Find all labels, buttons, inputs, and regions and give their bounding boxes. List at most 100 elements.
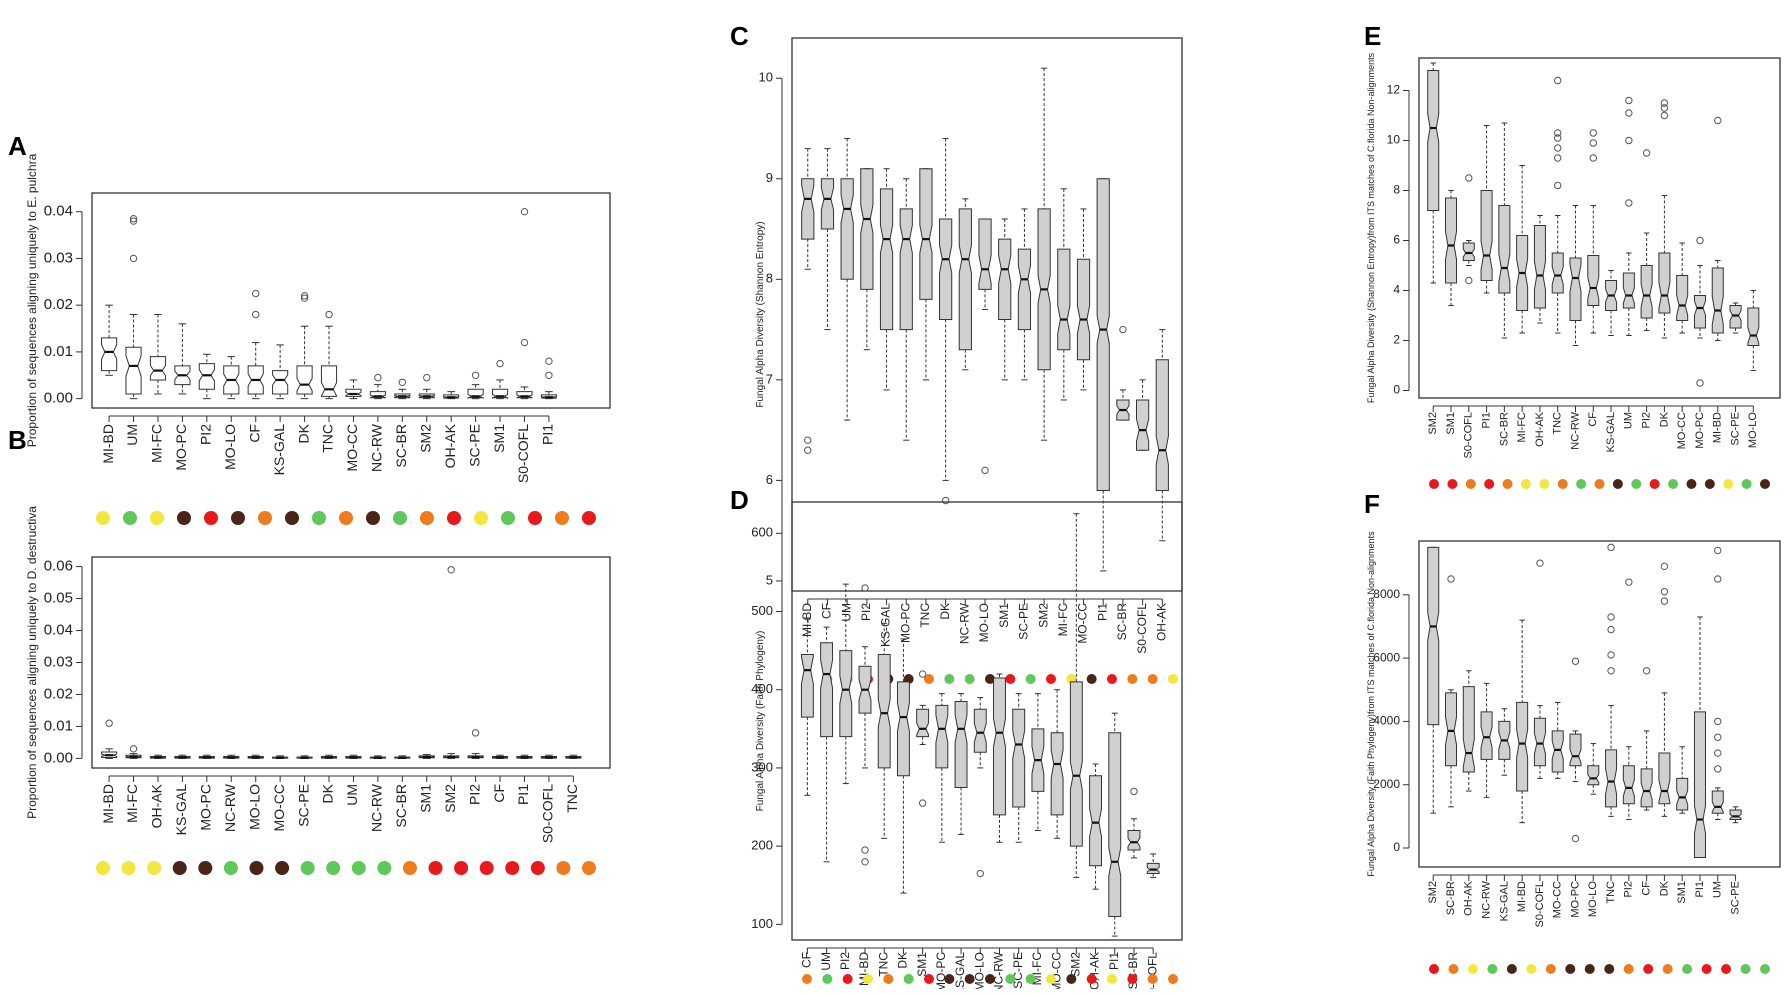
region-dot-brown [944, 974, 955, 984]
outlier-point [252, 310, 260, 319]
box-body [978, 218, 992, 290]
box-ks-gal [1605, 270, 1618, 336]
x-category-label: NC-RW [958, 602, 972, 644]
region-dot-yellow [1467, 964, 1478, 974]
x-category-label: KS-GAL [1605, 412, 1617, 452]
box-pi2 [198, 353, 215, 400]
outlier-point [981, 466, 989, 475]
box-pi2 [1622, 578, 1635, 821]
box-body [1427, 70, 1440, 211]
x-category-label: PI2 [859, 603, 873, 621]
box-body [1729, 305, 1742, 329]
panel-c: C 5 6 7 8 9 10 Fungal Alpha Diversity (Shannon … [730, 21, 1183, 684]
region-dot-orange [1448, 964, 1459, 974]
y-tick-label: 0 [1393, 840, 1400, 854]
box-nc-rw [369, 373, 386, 400]
outlier-point [129, 217, 138, 225]
outlier-point [1642, 667, 1651, 675]
outlier-point [1554, 76, 1562, 85]
region-dot-orange [402, 861, 417, 875]
region-dot-green [1005, 974, 1016, 984]
region-dot-yellow [1168, 674, 1178, 684]
x-category-label: S0-COFL [1463, 412, 1475, 458]
outlier-point [1554, 134, 1562, 142]
region-dot-brown [177, 511, 191, 525]
box-um [345, 754, 362, 759]
x-category-label: CF [1587, 412, 1599, 427]
outlier-point [1625, 109, 1633, 117]
box-mi-bd [101, 719, 118, 759]
region-dot-red [479, 861, 494, 875]
box-mo-cc [1676, 242, 1689, 334]
region-dot-red [1107, 674, 1117, 684]
box-body [1076, 258, 1091, 361]
box-mo-cc [345, 379, 362, 400]
box-body [198, 363, 215, 390]
outlier-point [1571, 834, 1580, 843]
x-category-label: MO-LO [1747, 412, 1759, 449]
region-dot-red [582, 511, 596, 525]
box-mi-bd [1516, 619, 1529, 824]
region-dot-red [204, 511, 218, 525]
box-body [939, 218, 953, 321]
box-body [1050, 732, 1064, 816]
box-sc-pe [467, 371, 484, 400]
panel-label-d: D [730, 485, 749, 515]
box-body [1640, 265, 1653, 319]
box-body [1533, 717, 1546, 767]
x-category-label: KS-GAL [271, 424, 287, 476]
outlier-point [1607, 667, 1615, 675]
region-dot-red [428, 861, 443, 875]
box-body [1587, 255, 1600, 306]
x-category-label: CF [246, 424, 262, 443]
x-category-label: NC-RW [369, 783, 385, 832]
outlier-point [1607, 651, 1615, 659]
outlier-point [861, 846, 869, 854]
region-dot-green [123, 511, 137, 525]
box-body [1516, 701, 1529, 792]
x-category-label: PI2 [466, 784, 482, 805]
x-category-label: NC-RW [222, 783, 238, 832]
box-mo-pc [174, 323, 191, 395]
outlier-point [1589, 154, 1597, 162]
x-category-label: PI1 [1107, 952, 1121, 970]
x-category-label: UM [819, 952, 833, 971]
box-mo-cc [1551, 701, 1564, 779]
box-body [1012, 708, 1026, 808]
y-tick-label: 7 [766, 371, 773, 386]
region-dot-brown [964, 974, 975, 984]
box-mo-lo [247, 754, 264, 759]
x-category-label: NC-RW [369, 423, 385, 472]
box-mo-lo [223, 356, 240, 400]
outlier-point [1571, 657, 1580, 665]
outlier-point [1660, 597, 1669, 605]
box-body [1444, 197, 1458, 284]
region-dot-green [1682, 964, 1693, 974]
box-mo-pc [198, 754, 215, 759]
region-dot-yellow [147, 861, 162, 875]
x-category-label: SM1 [417, 784, 433, 813]
box-mi-fc [1031, 693, 1045, 831]
outlier-point [471, 371, 480, 379]
box-body [149, 356, 167, 381]
box-mo-lo [978, 218, 992, 475]
box-body [1569, 257, 1582, 321]
x-category-label: SC-PE [295, 784, 311, 827]
region-dot-green [326, 861, 341, 875]
region-dot-orange [556, 861, 571, 875]
outlier-point [1696, 379, 1704, 387]
box-body [919, 168, 933, 300]
x-category-label: MO-PC [934, 952, 948, 989]
box-pi2 [1640, 149, 1653, 331]
box-sc-pe [1017, 208, 1032, 381]
outlier-point [1554, 129, 1562, 137]
y-tick-label: 6 [766, 472, 773, 487]
box-sc-br [1498, 122, 1511, 339]
region-dot-brown [1584, 964, 1595, 974]
y-axis-title: Proportion of sequences aligning uniquel… [25, 506, 39, 819]
region-dot-green [1760, 964, 1770, 974]
region-dot-green [1025, 974, 1036, 984]
x-category-label: MO-PC [173, 424, 189, 471]
box-cf [1640, 667, 1653, 811]
y-tick-label: 0.02 [44, 685, 73, 702]
